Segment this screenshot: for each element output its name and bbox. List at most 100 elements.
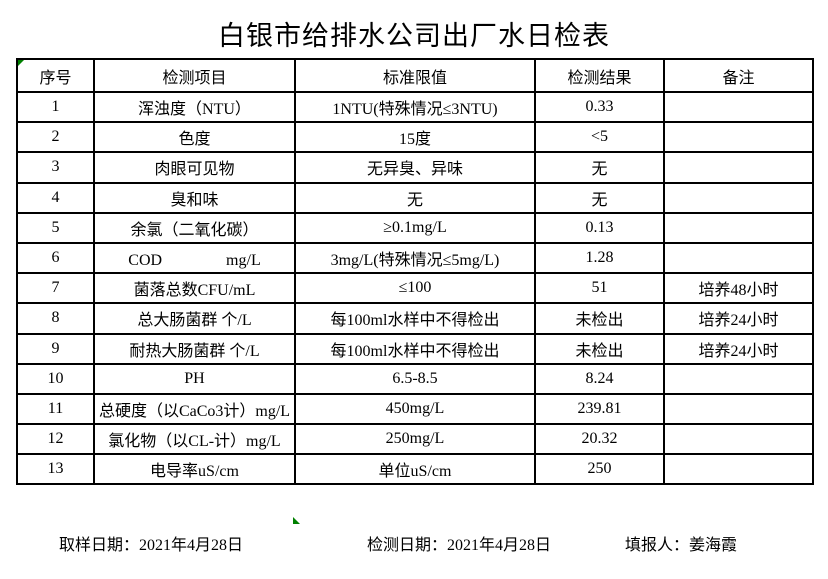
item-cell: 氯化物（以CL-计）mg/L <box>93 423 296 456</box>
limit-cell: 无异臭、异味 <box>294 151 536 184</box>
row-number-cell: 9 <box>16 332 95 365</box>
reporter-label: 填报人： <box>625 537 690 554</box>
note-cell: 培养24小时 <box>663 332 814 365</box>
row-number-cell: 12 <box>16 423 95 456</box>
note-cell <box>663 90 814 124</box>
item-cell: 肉眼可见物 <box>93 151 296 184</box>
table-body: 1 浑浊度（NTU） 1NTU(特殊情况≤3NTU) 0.33 2 色度 15度 <5 3 肉眼可… <box>16 90 814 486</box>
table-row: 10 PH 6.5-8.5 8.24 <box>16 362 814 395</box>
limit-cell: 每100ml水样中不得检出 <box>294 332 536 365</box>
result-cell: 无 <box>534 181 665 214</box>
item-cell: 浑浊度（NTU） <box>93 90 296 124</box>
row-number-cell: 1 <box>16 90 95 124</box>
table-row: 13 电导率uS/cm 单位uS/cm 250 <box>16 453 814 486</box>
result-cell: 239.81 <box>534 392 665 426</box>
reporter: 填报人：姜海霞 <box>625 531 737 555</box>
row-number-cell: 5 <box>16 211 95 244</box>
sampling-date-value: 2021年4月28日 <box>139 537 244 554</box>
row-number-cell: 11 <box>16 392 95 426</box>
result-cell: 无 <box>534 151 665 184</box>
header-result: 检测结果 <box>534 58 665 93</box>
note-cell: 培养24小时 <box>663 302 814 335</box>
item-cell: 臭和味 <box>93 181 296 214</box>
limit-cell: 15度 <box>294 121 536 154</box>
result-cell: 0.33 <box>534 90 665 124</box>
table-row: 9 耐热大肠菌群 个/L 每100ml水样中不得检出 未检出 培养24小时 <box>16 332 814 365</box>
testing-date: 检测日期：2021年4月28日 <box>367 531 551 555</box>
row-number-cell: 3 <box>16 151 95 184</box>
item-cell: 菌落总数CFU/mL <box>93 272 296 305</box>
limit-cell: ≤100 <box>294 272 536 305</box>
limit-cell: ≥0.1mg/L <box>294 211 536 244</box>
header-row-number: 序号 <box>16 58 95 93</box>
item-cell: 总硬度（以CaCo3计）mg/L <box>93 392 296 426</box>
table-row: 2 色度 15度 <5 <box>16 121 814 154</box>
item-cell: COD mg/L <box>93 241 296 275</box>
result-cell: 250 <box>534 453 665 486</box>
table-header: 序号 检测项目 标准限值 检测结果 备注 <box>16 58 814 93</box>
item-cell: 电导率uS/cm <box>93 453 296 486</box>
testing-date-label: 检测日期： <box>367 537 448 554</box>
result-cell: 8.24 <box>534 362 665 395</box>
limit-cell: 6.5-8.5 <box>294 362 536 395</box>
header-note: 备注 <box>663 58 814 93</box>
header-limit: 标准限值 <box>294 58 536 93</box>
header-item: 检测项目 <box>93 58 296 93</box>
table-row: 6 COD mg/L 3mg/L(特殊情况≤5mg/L) 1.28 <box>16 241 814 275</box>
table-row: 12 氯化物（以CL-计）mg/L 250mg/L 20.32 <box>16 423 814 456</box>
table-row: 3 肉眼可见物 无异臭、异味无 <box>16 151 814 184</box>
item-cell: PH <box>93 362 296 395</box>
note-cell <box>663 151 814 184</box>
row-number-cell: 8 <box>16 302 95 335</box>
row-number-cell: 13 <box>16 453 95 486</box>
result-cell: 未检出 <box>534 302 665 335</box>
table-row: 4 臭和味无无 <box>16 181 814 214</box>
result-cell: 未检出 <box>534 332 665 365</box>
table-row: 11 总硬度（以CaCo3计）mg/L 450mg/L 239.81 <box>16 392 814 426</box>
row-number-cell: 10 <box>16 362 95 395</box>
limit-cell: 3mg/L(特殊情况≤5mg/L) <box>294 241 536 275</box>
limit-cell: 单位uS/cm <box>294 453 536 486</box>
limit-cell: 无 <box>294 181 536 214</box>
result-cell: 20.32 <box>534 423 665 456</box>
row-number-cell: 6 <box>16 241 95 275</box>
footer: 取样日期：2021年4月28日 检测日期：2021年4月28日 填报人：姜海霞 <box>0 531 828 555</box>
reporter-name: 姜海霞 <box>689 537 738 554</box>
note-cell <box>663 181 814 214</box>
testing-date-value: 2021年4月28日 <box>447 537 552 554</box>
item-cell: 总大肠菌群 个/L <box>93 302 296 335</box>
inspection-table: 序号 检测项目 标准限值 检测结果 备注 1 浑浊度（NTU） 1NTU(特殊情况≤… <box>16 58 814 486</box>
note-cell <box>663 392 814 426</box>
sampling-date: 取样日期：2021年4月28日 <box>59 531 243 555</box>
limit-cell: 1NTU(特殊情况≤3NTU) <box>294 90 536 124</box>
table-row: 7 菌落总数CFU/mL ≤100 51 培养48小时 <box>16 272 814 305</box>
table-row: 1 浑浊度（NTU） 1NTU(特殊情况≤3NTU) 0.33 <box>16 90 814 124</box>
note-cell <box>663 211 814 244</box>
limit-cell: 每100ml水样中不得检出 <box>294 302 536 335</box>
table-row: 8 总大肠菌群 个/L 每100ml水样中不得检出 未检出 培养24小时 <box>16 302 814 335</box>
row-number-cell: 7 <box>16 272 95 305</box>
green-corner-triangle-icon <box>293 517 300 524</box>
result-cell: <5 <box>534 121 665 154</box>
note-cell <box>663 453 814 486</box>
row-number-cell: 2 <box>16 121 95 154</box>
note-cell <box>663 121 814 154</box>
row-number-cell: 4 <box>16 181 95 214</box>
item-cell: 色度 <box>93 121 296 154</box>
limit-cell: 450mg/L <box>294 392 536 426</box>
page-title: 白银市给排水公司出厂水日检表 <box>218 21 610 51</box>
result-cell: 51 <box>534 272 665 305</box>
item-cell: 耐热大肠菌群 个/L <box>93 332 296 365</box>
result-cell: 0.13 <box>534 211 665 244</box>
note-cell <box>663 362 814 395</box>
note-cell <box>663 423 814 456</box>
sampling-date-label: 取样日期： <box>59 537 140 554</box>
result-cell: 1.28 <box>534 241 665 275</box>
table-row: 5 余氯（二氧化碳） ≥0.1mg/L 0.13 <box>16 211 814 244</box>
item-cell: 余氯（二氧化碳） <box>93 211 296 244</box>
note-cell <box>663 241 814 275</box>
limit-cell: 250mg/L <box>294 423 536 456</box>
table-header-row: 序号 检测项目 标准限值 检测结果 备注 <box>16 58 814 93</box>
note-cell: 培养48小时 <box>663 272 814 305</box>
